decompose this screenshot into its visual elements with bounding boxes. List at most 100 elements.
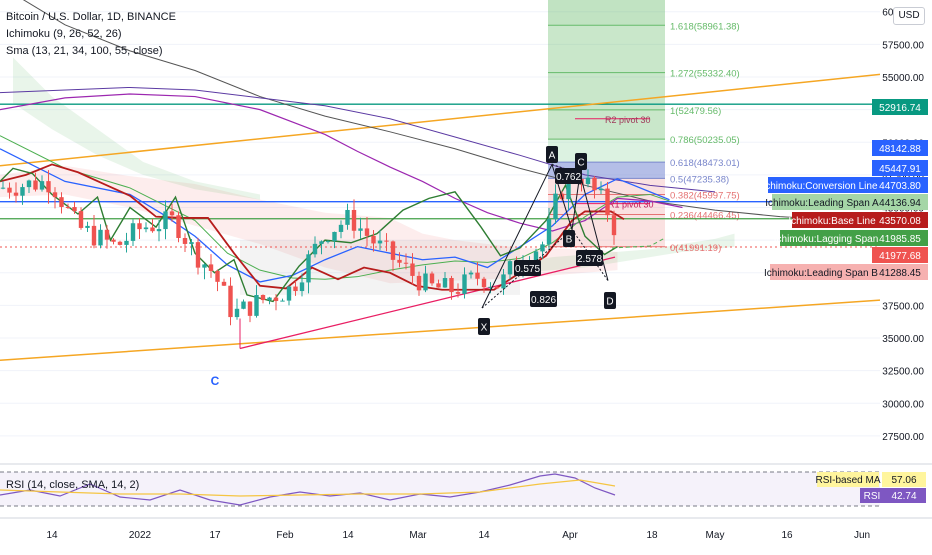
candle-body — [306, 254, 311, 283]
upper-trendline — [0, 73, 881, 167]
lower-trendline — [0, 299, 881, 361]
fib-level-label: 0.5(47235.38) — [670, 174, 729, 185]
candle-body — [358, 228, 363, 231]
candle-body — [585, 177, 591, 185]
candle-body — [540, 244, 545, 252]
candle-body — [423, 273, 428, 291]
candle-body — [104, 229, 110, 240]
candle-body — [169, 211, 175, 216]
candle-body — [7, 187, 12, 193]
price-tag — [872, 140, 928, 156]
time-axis-tick: 2022 — [129, 530, 152, 541]
pattern-point-label: C — [577, 158, 584, 169]
pattern-ratio-label: 2.578 — [577, 254, 602, 265]
candle-body — [293, 286, 298, 292]
series-label: Ichimoku:Base Line — [788, 216, 876, 227]
pattern-point-label: D — [606, 297, 613, 308]
currency-button[interactable]: USD — [893, 7, 925, 25]
ichimoku-legend[interactable]: Ichimoku (9, 26, 52, 26) — [6, 28, 122, 40]
series-label: Ichimoku:Conversion Line — [762, 181, 877, 192]
candle-body — [202, 264, 207, 268]
rsi-tag-value: 57.06 — [891, 475, 916, 486]
rsi-tag-name: RSI-based MA — [815, 475, 880, 486]
candle-body — [234, 308, 240, 318]
series-label-box — [770, 264, 872, 280]
price-tag-label: 41288.45 — [879, 268, 921, 279]
rsi-legend: RSI (14, close, SMA, 14, 2) — [6, 479, 139, 491]
candle-body — [605, 188, 610, 216]
candle-body — [195, 242, 201, 268]
pattern-point-box — [546, 146, 558, 163]
candle-body — [176, 215, 181, 239]
fib-level-label: 1.272(55332.40) — [670, 69, 740, 80]
candle-body — [410, 263, 415, 276]
time-axis-tick: Mar — [409, 530, 427, 541]
price-tag-label: 48142.88 — [879, 144, 921, 155]
price-axis-tick: 35000.00 — [882, 334, 924, 345]
candle-body — [78, 211, 84, 228]
candle-body — [462, 274, 467, 294]
price-axis-tick: 55000.00 — [882, 73, 924, 84]
symbol-title[interactable]: Bitcoin / U.S. Dollar, 1D, BINANCE — [6, 11, 176, 23]
time-axis-tick: 14 — [46, 530, 58, 541]
rsi-ma-line — [0, 479, 616, 497]
fib-level-label: 0.382(45997.75) — [670, 190, 740, 201]
candle-body — [267, 297, 272, 301]
candle-body — [377, 240, 383, 244]
candle-body — [332, 231, 337, 242]
series-label-box — [768, 177, 872, 193]
candle-body — [546, 219, 552, 245]
candle-body — [124, 240, 129, 245]
candle-body — [39, 181, 45, 190]
rsi-line — [0, 473, 616, 506]
time-axis-tick: 14 — [342, 530, 354, 541]
candle-body — [98, 229, 103, 246]
rsi-tag-value-box — [882, 472, 926, 487]
pattern-ratio-box — [555, 168, 582, 184]
fib-zone — [548, 139, 665, 163]
wave-label: C — [211, 374, 220, 388]
candle-body — [130, 223, 136, 241]
pattern-point-label: A — [549, 151, 556, 162]
candle-body — [312, 243, 318, 255]
candle-body — [65, 206, 71, 208]
candle-body — [319, 241, 324, 244]
price-tag-label: 43570.08 — [879, 216, 921, 227]
pattern-ratio-label: 0.575 — [515, 264, 540, 275]
candle-body — [182, 238, 188, 244]
pattern-ratio-box — [530, 291, 557, 307]
sma-legend[interactable]: Sma (13, 21, 34, 100, 55, close) — [6, 45, 163, 57]
candle-body — [111, 239, 116, 242]
series-label: Ichimoku:Leading Span A — [765, 198, 879, 209]
price-tag-label: 45447.91 — [879, 164, 921, 175]
series-label: Ichimoku:Lagging Span — [774, 234, 879, 245]
candle-body — [501, 274, 506, 289]
candle-body — [553, 193, 558, 220]
candle-body — [338, 224, 344, 232]
time-axis-tick: May — [706, 530, 725, 541]
fib-level-label: 0(41991.19) — [670, 243, 721, 254]
price-tag — [872, 160, 928, 176]
rsi-band — [0, 472, 880, 506]
candle-body — [351, 209, 357, 231]
rsi-tag-name-box — [817, 472, 879, 487]
candle-body — [397, 259, 402, 263]
time-axis-tick: 14 — [478, 530, 490, 541]
pattern-ratio-label: 0.762 — [556, 172, 581, 183]
price-tag — [872, 212, 928, 228]
candle-body — [371, 235, 376, 244]
candle-body — [611, 215, 617, 236]
ichimoku-cloud-forward — [520, 233, 735, 273]
projection-path — [611, 237, 666, 249]
price-tag-label: 41985.85 — [879, 234, 921, 245]
candle-body — [280, 300, 285, 302]
candle-body — [52, 192, 58, 198]
candle-body — [390, 241, 396, 260]
candle-body — [598, 188, 604, 191]
fib-zone — [548, 109, 665, 140]
ichimoku-cloud-bearish — [0, 165, 618, 284]
fib-level-label: 1(52479.56) — [670, 106, 721, 117]
series-label-box — [772, 194, 872, 210]
